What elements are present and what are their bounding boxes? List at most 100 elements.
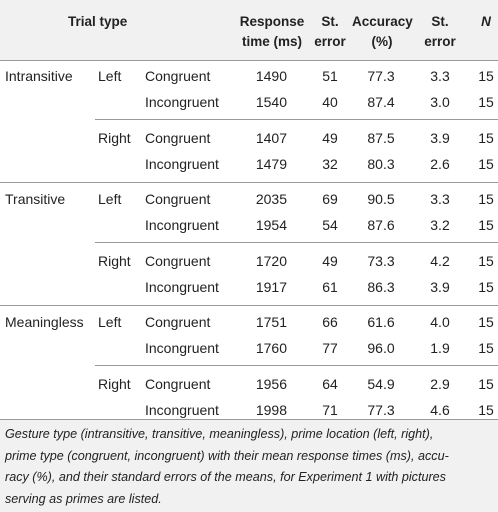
cell: 77 [322,340,338,356]
rule [95,119,498,120]
cell: 1998 [255,402,287,418]
cell: 96.0 [367,340,395,356]
cell: 90.5 [367,191,395,207]
cell: 51 [322,68,338,84]
header-background [0,0,498,60]
cell: 15 [478,130,494,146]
cell: 87.4 [367,94,395,110]
caption-line: serving as primes are listed. [5,491,162,506]
side-label: Right [98,376,131,392]
rule [95,242,498,243]
cell: 49 [322,130,338,146]
cell: 1490 [255,68,287,84]
cell: Congruent [145,130,211,146]
header-cell: error [424,34,456,49]
cell: Incongruent [145,217,219,233]
cell: 1540 [255,94,287,110]
cell: 1479 [255,156,287,172]
cell: Incongruent [145,340,219,356]
rule [95,365,498,366]
cell: Congruent [145,68,211,84]
cell: 61 [322,279,338,295]
cell: Incongruent [145,402,219,418]
cell: Congruent [145,314,211,330]
cell: 86.3 [367,279,395,295]
cell: 15 [478,314,494,330]
cell: 54.9 [367,376,395,392]
cell: 15 [478,279,494,295]
cell: 1760 [255,340,287,356]
cell: 15 [478,191,494,207]
cell: 2.6 [430,156,450,172]
cell: 71 [322,402,338,418]
cell: 1751 [255,314,287,330]
side-label: Left [98,314,122,330]
cell: 1407 [255,130,287,146]
group-label: Intransitive [5,68,73,84]
header-cell: Response [239,14,305,29]
cell: 3.0 [430,94,450,110]
cell: Incongruent [145,279,219,295]
cell: 61.6 [367,314,395,330]
cell: 40 [322,94,338,110]
cell: 3.9 [430,279,450,295]
cell: 69 [322,191,338,207]
cell: 1956 [255,376,287,392]
header-cell: time (ms) [241,34,302,49]
header-cell: St. [321,14,339,29]
rule [0,182,498,183]
cell: 66 [322,314,338,330]
cell: 4.0 [430,314,450,330]
cell: Congruent [145,191,211,207]
side-label: Left [98,68,122,84]
cell: 4.6 [430,402,450,418]
side-label: Right [98,253,131,269]
cell: 15 [478,94,494,110]
caption-line: prime type (congruent, incongruent) with… [5,448,449,463]
cell: Incongruent [145,94,219,110]
cell: 73.3 [367,253,395,269]
cell: 15 [478,217,494,233]
group-label: Transitive [5,191,66,207]
cell: 32 [322,156,338,172]
cell: Incongruent [145,156,219,172]
header-cell: (%) [371,34,393,49]
rule [0,419,498,420]
cell: 54 [322,217,338,233]
rule [0,60,498,61]
rule [0,305,498,306]
header-cell: Trial type [68,14,128,29]
caption-line: racy (%), and their standard errors of t… [5,470,446,484]
cell: 77.3 [367,68,395,84]
cell: 3.3 [430,68,450,84]
side-label: Left [98,191,122,207]
cell: 80.3 [367,156,395,172]
cell: 15 [478,340,494,356]
cell: 2.9 [430,376,450,392]
cell: 3.9 [430,130,450,146]
cell: 64 [322,376,338,392]
cell: Congruent [145,376,211,392]
cell: 15 [478,402,494,418]
cell: 1.9 [430,340,450,356]
cell: 49 [322,253,338,269]
cell: 15 [478,253,494,269]
side-label: Right [98,130,131,146]
header-cell: N [481,14,491,29]
header-cell: St. [431,14,449,29]
cell: 3.3 [430,191,450,207]
cell: Congruent [145,253,211,269]
cell: 4.2 [430,253,450,269]
group-label: Meaningless [5,314,84,330]
cell: 1917 [255,279,287,295]
cell: 87.5 [367,130,395,146]
header-cell: error [314,34,346,49]
cell: 1720 [255,253,287,269]
cell: 77.3 [367,402,395,418]
cell: 2035 [255,191,287,207]
cell: 3.2 [430,217,450,233]
cell: 15 [478,156,494,172]
caption-line: Gesture type (intransitive, transitive, … [5,427,434,441]
cell: 15 [478,376,494,392]
